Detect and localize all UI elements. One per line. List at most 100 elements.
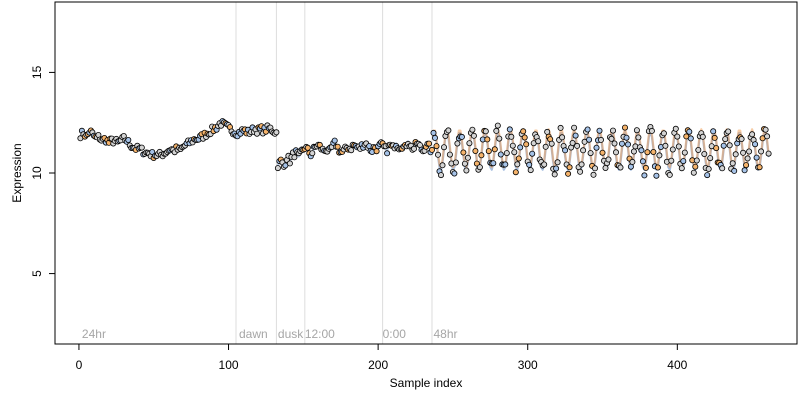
data-point-407 <box>686 128 693 135</box>
data-point-449 <box>749 131 756 138</box>
data-point-237 <box>431 134 438 141</box>
data-point-417 <box>701 150 708 157</box>
data-point-390 <box>660 130 667 137</box>
reference-vlines <box>235 2 433 344</box>
data-point-458 <box>762 126 769 133</box>
data-point-257 <box>461 160 468 167</box>
data-point-279 <box>494 122 501 129</box>
data-point-425 <box>713 145 720 152</box>
data-point-317 <box>551 171 558 178</box>
data-point-437 <box>731 167 738 174</box>
data-point-357 <box>611 140 618 147</box>
data-point-290 <box>511 149 518 156</box>
data-point-351 <box>602 164 609 171</box>
data-point-430 <box>720 142 727 149</box>
data-point-447 <box>746 148 753 155</box>
data-point-310 <box>541 161 548 168</box>
data-point-365 <box>623 134 630 141</box>
data-point-408 <box>687 135 694 142</box>
data-point-370 <box>630 148 637 155</box>
data-point-332 <box>574 142 581 149</box>
data-point-386 <box>654 164 661 171</box>
data-point-385 <box>653 172 660 179</box>
annotation-2: dusk <box>278 327 304 341</box>
data-point-421 <box>707 155 714 162</box>
data-point-306 <box>535 138 542 145</box>
x-tick-label-3: 300 <box>518 358 538 372</box>
data-point-278 <box>493 127 500 134</box>
data-point-348 <box>598 136 605 143</box>
annotation-0: 24hr <box>82 327 106 341</box>
data-point-268 <box>478 152 485 159</box>
annotation-1: dawn <box>239 327 268 341</box>
data-point-377 <box>641 172 648 179</box>
data-point-438 <box>732 151 739 158</box>
data-point-321 <box>557 124 564 131</box>
data-point-260 <box>466 140 473 147</box>
data-point-345 <box>593 144 600 151</box>
data-point-446 <box>744 155 751 162</box>
data-point-280 <box>496 135 503 142</box>
data-point-451 <box>752 141 759 148</box>
data-point-315 <box>548 140 555 147</box>
data-point-375 <box>638 147 645 154</box>
data-point-410 <box>690 169 697 176</box>
data-point-329 <box>569 139 576 146</box>
data-point-364 <box>622 124 629 131</box>
data-point-301 <box>527 167 534 174</box>
data-point-272 <box>484 136 491 143</box>
data-point-424 <box>711 134 718 141</box>
data-point-302 <box>529 150 536 157</box>
data-point-271 <box>482 128 489 135</box>
data-point-243 <box>440 144 447 151</box>
data-point-292 <box>514 161 521 168</box>
y-tick-label-2: 15 <box>30 65 44 79</box>
data-point-170 <box>331 137 338 144</box>
data-point-251 <box>452 159 459 166</box>
data-point-344 <box>592 165 599 172</box>
data-point-343 <box>590 171 597 178</box>
data-point-419 <box>704 172 711 179</box>
data-point-300 <box>526 161 533 168</box>
data-point-416 <box>699 133 706 140</box>
data-point-394 <box>666 171 673 178</box>
data-point-319 <box>554 159 561 166</box>
x-tick-label-1: 100 <box>219 358 239 372</box>
data-point-412 <box>693 157 700 164</box>
x-tick-label-0: 0 <box>76 358 83 372</box>
data-point-372 <box>633 127 640 134</box>
data-point-294 <box>517 144 524 151</box>
data-point-399 <box>674 133 681 140</box>
x-axis: 0 100 200 300 400 <box>76 343 688 372</box>
data-point-455 <box>758 148 765 155</box>
data-point-298 <box>523 141 530 148</box>
data-points <box>77 118 772 179</box>
data-point-413 <box>695 146 702 153</box>
data-point-411 <box>692 163 699 170</box>
data-point-379 <box>644 149 651 156</box>
data-point-318 <box>553 165 560 172</box>
data-point-277 <box>491 146 498 153</box>
data-point-287 <box>506 126 513 133</box>
data-point-181 <box>348 147 355 154</box>
data-point-387 <box>656 152 663 159</box>
data-point-41 <box>138 144 145 151</box>
data-point-284 <box>502 161 509 168</box>
x-tick-label-4: 400 <box>667 358 687 372</box>
data-point-235 <box>428 146 435 153</box>
data-point-262 <box>469 126 476 133</box>
annotation-labels: 24hr dawn dusk 12:00 0:00 48hr <box>82 327 458 341</box>
data-point-423 <box>710 128 717 135</box>
data-point-395 <box>668 157 675 164</box>
data-point-198 <box>373 148 380 155</box>
data-point-326 <box>565 170 572 177</box>
data-point-431 <box>722 136 729 143</box>
data-point-291 <box>512 169 519 176</box>
data-point-383 <box>650 148 657 155</box>
data-point-132 <box>274 165 281 172</box>
data-point-341 <box>587 150 594 157</box>
annotation-3: 12:00 <box>305 327 335 341</box>
data-point-264 <box>472 147 479 154</box>
data-point-433 <box>725 128 732 135</box>
